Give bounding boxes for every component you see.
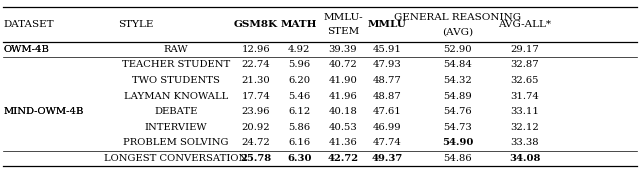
Text: MIND-OWM-4B: MIND-OWM-4B (3, 107, 84, 116)
Text: 46.99: 46.99 (372, 123, 401, 132)
Text: 32.12: 32.12 (511, 123, 539, 132)
Text: 5.46: 5.46 (288, 92, 310, 101)
Text: 48.77: 48.77 (372, 76, 401, 85)
Text: 29.17: 29.17 (511, 45, 539, 54)
Text: DATASET: DATASET (3, 20, 54, 29)
Text: 6.16: 6.16 (288, 138, 310, 147)
Text: MMLU: MMLU (367, 20, 406, 29)
Text: 54.76: 54.76 (444, 107, 472, 116)
Text: 54.32: 54.32 (444, 76, 472, 85)
Text: 54.86: 54.86 (444, 154, 472, 163)
Text: 6.20: 6.20 (288, 76, 310, 85)
Text: MIND-OWM-4B: MIND-OWM-4B (3, 107, 84, 116)
Text: GSM8K: GSM8K (234, 20, 278, 29)
Text: INTERVIEW: INTERVIEW (145, 123, 207, 132)
Text: 6.12: 6.12 (288, 107, 310, 116)
Text: 52.90: 52.90 (444, 45, 472, 54)
Text: 47.74: 47.74 (372, 138, 401, 147)
Text: LONGEST CONVERSATION: LONGEST CONVERSATION (104, 154, 248, 163)
Text: (AVG): (AVG) (442, 27, 473, 36)
Text: 54.90: 54.90 (442, 138, 474, 147)
Text: OWM-4B: OWM-4B (3, 45, 49, 54)
Text: AVG-ALL*: AVG-ALL* (499, 20, 551, 29)
Text: TWO STUDENTS: TWO STUDENTS (132, 76, 220, 85)
Text: 17.74: 17.74 (241, 92, 271, 101)
Text: 41.96: 41.96 (329, 92, 357, 101)
Text: 33.38: 33.38 (511, 138, 539, 147)
Text: 39.39: 39.39 (329, 45, 357, 54)
Text: LAYMAN KNOWALL: LAYMAN KNOWALL (124, 92, 228, 101)
Text: 34.08: 34.08 (509, 154, 541, 163)
Text: 23.96: 23.96 (242, 107, 270, 116)
Text: 47.93: 47.93 (372, 60, 401, 69)
Text: 40.53: 40.53 (329, 123, 357, 132)
Text: 45.91: 45.91 (372, 45, 401, 54)
Text: 24.72: 24.72 (242, 138, 270, 147)
Text: 47.61: 47.61 (372, 107, 401, 116)
Text: 21.30: 21.30 (242, 76, 270, 85)
Text: 48.87: 48.87 (372, 92, 401, 101)
Text: 5.86: 5.86 (288, 123, 310, 132)
Text: 40.72: 40.72 (329, 60, 357, 69)
Text: PROBLEM SOLVING: PROBLEM SOLVING (124, 138, 228, 147)
Text: 32.65: 32.65 (511, 76, 539, 85)
Text: 31.74: 31.74 (510, 92, 540, 101)
Text: DEBATE: DEBATE (154, 107, 198, 116)
Text: 54.89: 54.89 (444, 92, 472, 101)
Text: 20.92: 20.92 (242, 123, 270, 132)
Text: STEM: STEM (327, 27, 359, 36)
Text: 42.72: 42.72 (328, 154, 358, 163)
Text: 32.87: 32.87 (511, 60, 539, 69)
Text: RAW: RAW (164, 45, 188, 54)
Text: 40.18: 40.18 (328, 107, 358, 116)
Text: 22.74: 22.74 (242, 60, 270, 69)
Text: 41.36: 41.36 (329, 138, 357, 147)
Text: 33.11: 33.11 (510, 107, 540, 116)
Text: MMLU-: MMLU- (323, 13, 363, 22)
Text: 25.78: 25.78 (241, 154, 271, 163)
Text: 49.37: 49.37 (371, 154, 403, 163)
Text: 4.92: 4.92 (288, 45, 310, 54)
Text: 54.84: 54.84 (443, 60, 472, 69)
Text: STYLE: STYLE (118, 20, 154, 29)
Text: OWM-4B: OWM-4B (3, 45, 49, 54)
Text: GENERAL REASONING: GENERAL REASONING (394, 13, 521, 22)
Text: MATH: MATH (281, 20, 317, 29)
Text: 12.96: 12.96 (242, 45, 270, 54)
Text: 41.90: 41.90 (328, 76, 358, 85)
Text: 5.96: 5.96 (288, 60, 310, 69)
Text: 6.30: 6.30 (287, 154, 312, 163)
Text: TEACHER STUDENT: TEACHER STUDENT (122, 60, 230, 69)
Text: 54.73: 54.73 (444, 123, 472, 132)
